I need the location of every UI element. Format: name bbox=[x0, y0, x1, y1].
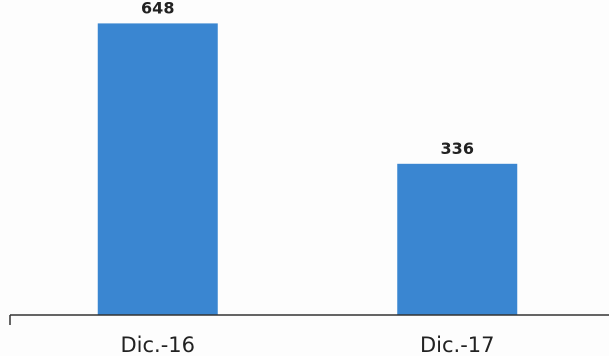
bars-layer bbox=[97, 23, 518, 316]
data-label-1: 648 bbox=[141, 0, 174, 17]
x-tick-label-1: Dic.-16 bbox=[120, 333, 195, 356]
bar-1 bbox=[97, 23, 218, 316]
data-label-2: 336 bbox=[441, 139, 474, 158]
x-axis-tick-labels: Dic.-16 Dic.-17 bbox=[120, 333, 494, 356]
bar-2 bbox=[397, 163, 518, 315]
x-tick-label-2: Dic.-17 bbox=[420, 333, 495, 356]
data-labels-layer: 648 336 bbox=[141, 0, 474, 158]
